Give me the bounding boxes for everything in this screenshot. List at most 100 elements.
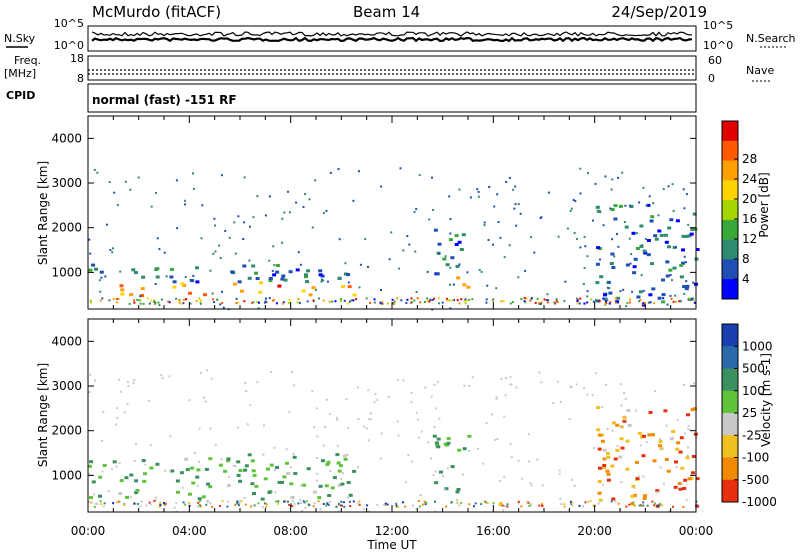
ground-scatter-cell — [244, 503, 247, 506]
range-cell — [112, 460, 117, 464]
range-cell — [539, 217, 542, 220]
ground-scatter-cell — [93, 505, 96, 508]
range-cell — [605, 383, 608, 386]
ground-scatter-cell — [520, 298, 523, 301]
ground-scatter-cell — [251, 301, 253, 304]
range-cell — [165, 275, 168, 278]
range-cell — [301, 510, 304, 512]
ground-scatter-cell — [468, 503, 471, 506]
range-cell — [89, 496, 93, 500]
range-cell — [613, 255, 616, 258]
range-cell — [659, 466, 662, 469]
range-cell — [340, 482, 345, 486]
range-cell — [408, 243, 411, 246]
range-cell — [449, 218, 452, 221]
range-cell — [454, 234, 459, 238]
ytick-label: 2000 — [51, 221, 82, 235]
range-cell — [252, 216, 255, 219]
range-cell — [628, 237, 631, 240]
ground-scatter-cell — [437, 297, 440, 300]
ground-scatter-cell — [264, 505, 267, 508]
range-cell — [665, 424, 668, 427]
range-cell — [335, 453, 340, 457]
ground-scatter-cell — [342, 501, 345, 504]
ground-scatter-cell — [546, 299, 548, 301]
ground-scatter-cell — [506, 503, 509, 506]
range-cell — [266, 467, 270, 471]
range-cell — [648, 195, 651, 198]
ground-scatter-cell — [112, 298, 115, 300]
ground-scatter-cell — [492, 298, 495, 301]
range-cell — [691, 471, 695, 475]
ground-scatter-cell — [325, 504, 328, 507]
time-tick-label: 12:00 — [375, 524, 410, 538]
range-cell — [644, 238, 647, 240]
range-cell — [289, 482, 294, 486]
ground-scatter-cell — [268, 297, 271, 299]
range-cell — [558, 472, 561, 475]
range-cell — [322, 279, 325, 282]
range-cell — [695, 477, 700, 481]
range-cell — [230, 270, 235, 274]
ground-scatter-cell — [396, 297, 399, 300]
range-cell — [570, 207, 573, 210]
ground-scatter-cell — [250, 505, 253, 508]
range-cell — [179, 471, 184, 475]
range-cell — [606, 286, 609, 289]
range-cell — [246, 423, 249, 426]
range-cell — [367, 439, 370, 442]
range-cell — [598, 466, 602, 470]
colorbar-tick-label: -100 — [742, 451, 769, 465]
ground-scatter-cell — [327, 503, 330, 506]
ground-scatter-cell — [406, 298, 409, 301]
range-cell — [269, 371, 272, 373]
range-cell — [505, 377, 508, 380]
range-cell — [668, 510, 671, 512]
range-cell — [674, 460, 678, 464]
ground-scatter-cell — [656, 504, 659, 507]
range-cell — [256, 381, 259, 384]
range-cell — [346, 481, 351, 484]
ground-scatter-cell — [284, 500, 287, 502]
range-cell — [449, 232, 452, 235]
ground-scatter-cell — [297, 298, 300, 300]
ground-scatter-cell — [252, 301, 255, 304]
range-cell — [602, 466, 606, 470]
range-cell — [154, 498, 157, 501]
range-cell — [219, 303, 222, 306]
range-cell — [575, 383, 578, 386]
range-cell — [116, 407, 119, 410]
range-cell — [248, 259, 251, 262]
range-cell — [679, 275, 684, 279]
range-cell — [201, 204, 204, 207]
range-cell — [446, 467, 449, 470]
ground-scatter-cell — [240, 500, 243, 503]
range-cell — [610, 464, 615, 468]
range-cell — [195, 475, 200, 479]
ground-scatter-cell — [154, 301, 157, 304]
colorbar-tick-label: 16 — [742, 212, 757, 226]
ground-scatter-cell — [512, 301, 514, 304]
ground-scatter-cell — [445, 505, 448, 508]
range-cell — [643, 251, 648, 255]
ground-scatter-cell — [272, 299, 275, 302]
ground-scatter-cell — [450, 501, 453, 504]
range-cell — [488, 186, 491, 188]
ground-scatter-cell — [608, 302, 611, 305]
range-cell — [664, 458, 669, 461]
range-cell — [468, 450, 471, 452]
range-cell — [188, 492, 192, 496]
ground-scatter-cell — [283, 500, 286, 503]
range-cell — [627, 423, 632, 427]
range-cell — [154, 496, 157, 499]
range-cell — [311, 226, 314, 229]
range-cell — [326, 280, 329, 283]
range-cell — [325, 398, 328, 401]
range-cell — [433, 383, 436, 386]
range-cell — [672, 245, 677, 249]
ground-scatter-cell — [206, 500, 209, 503]
range-cell — [281, 274, 286, 278]
ytick-label: 2000 — [51, 424, 82, 438]
range-cell — [605, 452, 610, 455]
range-cell — [603, 297, 608, 301]
